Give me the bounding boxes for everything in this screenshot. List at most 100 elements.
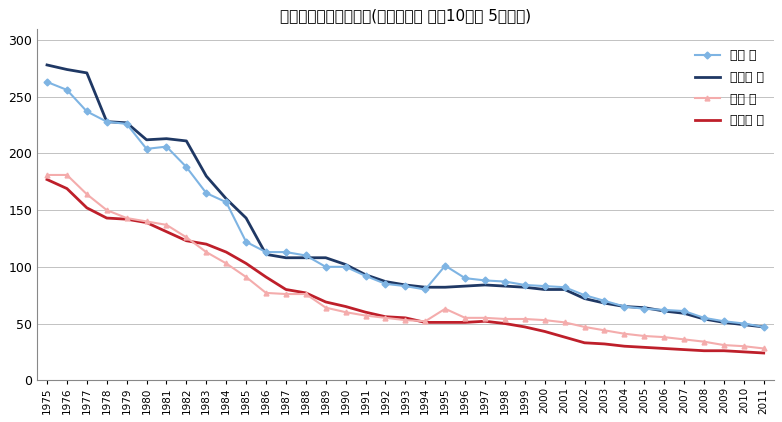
島根県 女	[162, 229, 171, 234]
全国 女	[739, 344, 748, 349]
全国 男	[699, 315, 708, 320]
島根県 男	[659, 308, 669, 314]
島根県 女	[579, 340, 589, 345]
島根県 男	[202, 173, 211, 179]
島根県 女	[659, 346, 669, 351]
島根県 女	[301, 290, 310, 295]
島根県 女	[42, 177, 52, 182]
全国 女	[699, 339, 708, 344]
島根県 女	[461, 320, 470, 325]
島根県 女	[680, 347, 689, 352]
全国 男	[63, 87, 72, 92]
Line: 島根県 女: 島根県 女	[47, 179, 764, 353]
全国 女	[242, 274, 251, 279]
島根県 女	[520, 325, 529, 330]
島根県 女	[560, 335, 569, 340]
全国 男	[421, 287, 430, 292]
島根県 女	[341, 304, 350, 309]
Title: 年齢調整死亡率の推移(脳血管疾患 人口10万対 5年平均): 年齢調整死亡率の推移(脳血管疾患 人口10万対 5年平均)	[280, 8, 531, 23]
島根県 女	[261, 274, 271, 279]
全国 男	[619, 304, 629, 309]
全国 女	[142, 219, 151, 224]
島根県 女	[640, 345, 649, 350]
島根県 女	[381, 314, 390, 319]
全国 男	[162, 144, 171, 149]
全国 男	[640, 306, 649, 311]
島根県 男	[440, 285, 450, 290]
全国 女	[659, 335, 669, 340]
全国 男	[301, 253, 310, 258]
島根県 男	[162, 136, 171, 141]
島根県 男	[739, 322, 748, 327]
Line: 全国 女: 全国 女	[45, 173, 766, 351]
全国 女	[82, 192, 91, 197]
全国 男	[680, 308, 689, 314]
島根県 女	[400, 315, 410, 320]
全国 男	[480, 278, 490, 283]
島根県 男	[619, 304, 629, 309]
全国 男	[221, 200, 231, 205]
全国 女	[321, 305, 331, 310]
全国 男	[600, 298, 609, 303]
全国 女	[282, 292, 291, 297]
島根県 女	[321, 300, 331, 305]
全国 女	[500, 316, 510, 322]
島根県 男	[520, 285, 529, 290]
島根県 男	[600, 300, 609, 306]
島根県 女	[242, 261, 251, 266]
全国 男	[122, 122, 131, 127]
全国 女	[540, 318, 550, 323]
島根県 女	[421, 320, 430, 325]
全国 女	[42, 173, 52, 178]
島根県 女	[122, 216, 131, 222]
島根県 男	[341, 262, 350, 267]
島根県 男	[301, 255, 310, 260]
全国 女	[400, 318, 410, 323]
島根県 男	[63, 67, 72, 72]
島根県 男	[321, 255, 331, 260]
全国 女	[719, 343, 729, 348]
全国 女	[560, 320, 569, 325]
全国 男	[282, 249, 291, 254]
島根県 男	[242, 216, 251, 221]
島根県 女	[500, 321, 510, 326]
全国 男	[261, 249, 271, 254]
全国 男	[739, 321, 748, 326]
島根県 女	[759, 351, 769, 356]
全国 男	[142, 146, 151, 151]
島根県 男	[719, 320, 729, 325]
全国 男	[719, 319, 729, 324]
島根県 男	[122, 120, 131, 125]
Line: 島根県 男: 島根県 男	[47, 65, 764, 327]
全国 女	[640, 333, 649, 338]
島根県 女	[142, 220, 151, 225]
全国 男	[579, 292, 589, 298]
全国 男	[400, 284, 410, 289]
島根県 女	[282, 287, 291, 292]
島根県 女	[600, 341, 609, 346]
全国 女	[579, 325, 589, 330]
島根県 男	[680, 311, 689, 316]
全国 男	[461, 276, 470, 281]
島根県 男	[540, 287, 550, 292]
全国 女	[759, 346, 769, 351]
全国 女	[122, 216, 131, 221]
全国 男	[440, 263, 450, 268]
全国 男	[540, 284, 550, 289]
島根県 女	[739, 349, 748, 354]
全国 男	[82, 109, 91, 114]
島根県 男	[500, 284, 510, 289]
全国 男	[321, 264, 331, 269]
全国 女	[480, 315, 490, 320]
島根県 女	[63, 186, 72, 191]
全国 男	[361, 273, 370, 279]
島根県 男	[82, 70, 91, 76]
全国 男	[759, 325, 769, 330]
全国 女	[181, 235, 191, 240]
島根県 男	[480, 282, 490, 287]
全国 女	[461, 315, 470, 320]
全国 男	[659, 307, 669, 312]
島根県 女	[202, 242, 211, 247]
全国 男	[181, 165, 191, 170]
島根県 女	[440, 320, 450, 325]
